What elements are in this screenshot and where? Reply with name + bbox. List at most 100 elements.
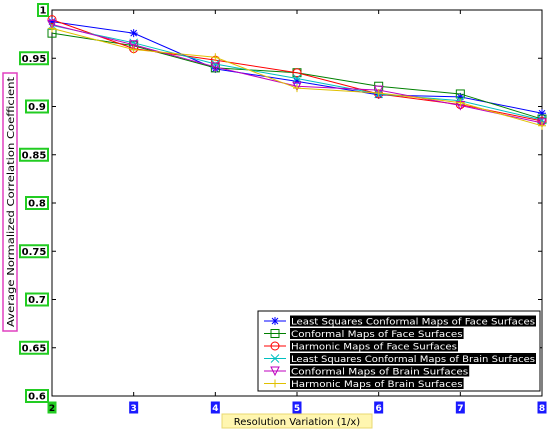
legend-item: Harmonic Maps of Face Surfaces [264, 340, 458, 353]
data-point [48, 17, 56, 26]
x-tick-box [210, 401, 220, 414]
y-tick-box [19, 147, 49, 162]
data-point [537, 118, 547, 129]
x-axis-label-group: Resolution Variation (1/x) [221, 413, 373, 429]
legend-label: Least Squares Conformal Maps of Brain Su… [291, 355, 535, 365]
y-tick-label: 0.8 [28, 199, 46, 210]
data-point [293, 77, 301, 86]
x-axis-label: Resolution Variation (1/x) [234, 417, 361, 428]
series-line [51, 23, 543, 124]
y-tick-box [19, 244, 49, 259]
legend-item: Least Squares Conformal Maps of Face Sur… [264, 315, 536, 328]
x-tick-label: 2 [49, 404, 55, 414]
legend-label-bg [290, 315, 536, 327]
legend-swatch-marker [270, 341, 280, 351]
legend-item: Least Squares Conformal Maps of Brain Su… [264, 353, 536, 365]
legend-item: Conformal Maps of Face Surfaces [264, 328, 464, 340]
data-point [456, 92, 465, 101]
y-tick-label: 0.7 [28, 295, 46, 306]
x-tick: 4 [210, 401, 220, 414]
data-point [211, 53, 220, 62]
legend-label: Harmonic Maps of Face Surfaces [291, 343, 457, 353]
y-tick-box [19, 340, 49, 355]
legend-label: Harmonic Maps of Brain Surfaces [291, 380, 463, 390]
legend-label: Least Squares Conformal Maps of Face Sur… [291, 318, 535, 328]
legend-swatch-marker [271, 317, 279, 325]
x-tick: 8 [537, 401, 547, 414]
series-5 [48, 24, 546, 130]
legend-label: Conformal Maps of Brain Surfaces [291, 368, 469, 378]
legend-label-bg [290, 353, 536, 364]
x-tick-box [47, 401, 57, 414]
legend-label-bg [290, 365, 470, 377]
data-point [211, 64, 220, 73]
series-0 [48, 17, 546, 118]
y-tick: 0.75 [19, 244, 49, 259]
y-tick-label: 0.75 [22, 247, 47, 258]
y-tick-box [37, 3, 49, 17]
legend-label-bg [290, 340, 458, 352]
x-tick: 2 [47, 401, 57, 414]
y-axis-label-box [2, 72, 18, 332]
y-tick: 0.8 [25, 196, 49, 210]
x-tick-box [374, 401, 384, 414]
data-point [128, 40, 139, 50]
y-axis-label-group: Average Normalized Correlation Coefficie… [2, 72, 18, 332]
legend-swatch-marker [270, 329, 280, 338]
legend-swatch-marker [271, 379, 279, 388]
data-point [47, 19, 57, 30]
y-tick: 0.6 [25, 389, 49, 403]
x-tick-box [537, 401, 547, 414]
x-tick: 3 [129, 401, 139, 414]
x-tick-label: 4 [212, 404, 218, 414]
y-tick-box [25, 389, 49, 403]
y-tick-label: 0.65 [22, 343, 47, 354]
y-tick-label: 0.9 [28, 102, 46, 113]
y-tick: 0.7 [25, 292, 49, 307]
y-axis-ticks: 0.6 0.65 0.7 0.75 0.8 0.85 0.9 0.95 1 [19, 3, 49, 403]
y-tick: 0.95 [19, 51, 49, 66]
data-point [373, 85, 384, 96]
data-point [292, 74, 302, 83]
legend-item: Harmonic Maps of Brain Surfaces [264, 378, 464, 390]
series-1 [47, 28, 547, 124]
legend-swatch-marker [270, 366, 280, 377]
y-tick: 0.9 [25, 99, 49, 114]
series-line [51, 21, 543, 114]
y-tick-label: 1 [40, 6, 47, 17]
plot-area [47, 9, 547, 397]
y-tick-label: 0.95 [22, 54, 47, 65]
data-point [129, 29, 138, 38]
y-tick-label: 0.6 [28, 392, 46, 403]
data-point [292, 68, 302, 78]
x-tick-label: 6 [376, 404, 382, 414]
y-tick-label: 0.85 [22, 150, 47, 161]
legend-item: Conformal Maps of Brain Surfaces [264, 365, 470, 378]
y-tick: 0.65 [19, 340, 49, 355]
x-tick: 7 [455, 401, 465, 414]
data-point [456, 98, 465, 107]
x-axis-ticks: 2 3 4 5 6 7 8 [47, 401, 547, 414]
x-tick-label: 5 [294, 404, 300, 414]
y-tick-box [19, 51, 49, 66]
data-point [538, 109, 546, 118]
legend-label: Conformal Maps of Face Surfaces [291, 330, 463, 340]
y-tick-box [25, 196, 49, 210]
y-tick-box [25, 99, 49, 114]
x-tick-box [292, 401, 302, 414]
x-tick: 6 [374, 401, 384, 414]
legend-swatch-marker [270, 354, 280, 363]
x-tick-label: 7 [457, 404, 463, 414]
x-tick-box [129, 401, 139, 414]
x-axis-label-box [221, 413, 373, 429]
x-tick-box [455, 401, 465, 414]
legend-label-bg [290, 328, 464, 339]
y-tick: 0.85 [19, 147, 49, 162]
data-point [374, 88, 383, 97]
series-4 [47, 19, 547, 129]
x-tick-label: 3 [131, 404, 137, 414]
data-point [129, 45, 138, 54]
y-tick: 1 [37, 3, 49, 17]
y-axis-label: Average Normalized Correlation Coefficie… [6, 77, 17, 327]
